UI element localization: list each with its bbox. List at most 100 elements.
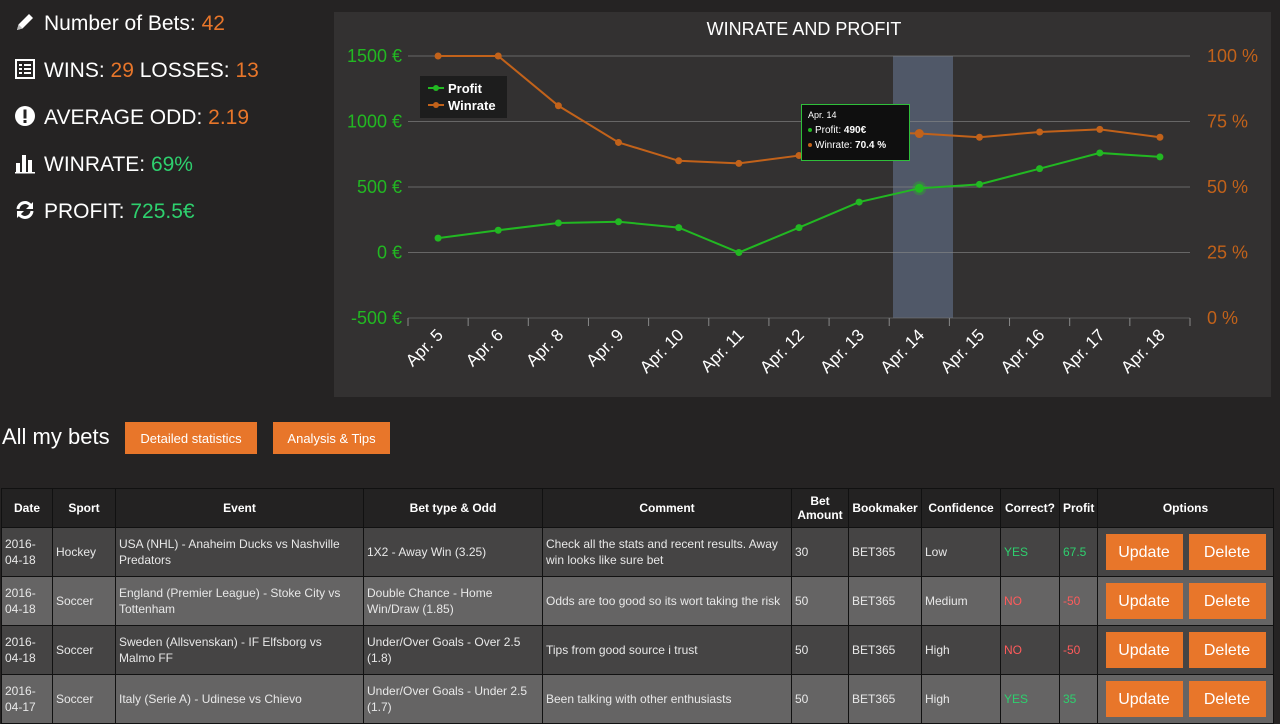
wins-label: WINS: bbox=[44, 59, 105, 82]
winrate-line bbox=[438, 55, 1161, 165]
legend-label-winrate: Winrate bbox=[448, 98, 496, 113]
update-button[interactable]: Update bbox=[1105, 681, 1183, 717]
table-row: 2016- 04-18 Soccer Sweden (Allsvenskan) -… bbox=[1, 625, 1274, 675]
x-tick-label: Apr. 10 bbox=[636, 325, 688, 377]
update-button[interactable]: Update bbox=[1105, 583, 1183, 619]
header-bet-amount[interactable]: Bet Amount bbox=[791, 488, 849, 528]
cell-correct: YES bbox=[1000, 527, 1060, 577]
delete-button[interactable]: Delete bbox=[1188, 534, 1266, 570]
header-profit[interactable]: Profit bbox=[1059, 488, 1098, 528]
cell-sport: Soccer bbox=[52, 674, 116, 724]
winrate-point bbox=[434, 52, 442, 60]
legend-item-profit[interactable]: Profit bbox=[428, 80, 482, 97]
chart-legend: Profit Winrate bbox=[420, 76, 507, 118]
update-button[interactable]: Update bbox=[1105, 534, 1183, 570]
cell-event: England (Premier League) - Stoke City vs… bbox=[115, 576, 364, 626]
table-row: 2016- 04-18 Soccer England (Premier Leagu… bbox=[1, 576, 1274, 626]
chart-tooltip: Apr. 14 Profit: 490€ Winrate: 70.4 % bbox=[801, 104, 910, 161]
odd-label: AVERAGE ODD: bbox=[44, 106, 203, 129]
header-sport[interactable]: Sport bbox=[52, 488, 116, 528]
cell-sport: Soccer bbox=[52, 625, 116, 675]
profit-point bbox=[795, 224, 803, 232]
y-right-tick-label: 25 % bbox=[1207, 243, 1248, 263]
stat-wins-losses: WINS: 29 LOSSES: 13 bbox=[14, 55, 259, 87]
winrate-profit-chart: WINRATE AND PROFIT 1500 € 1000 € 500 € 0 € -… bbox=[334, 12, 1271, 397]
winrate-point bbox=[1156, 133, 1164, 141]
winrate-point bbox=[1096, 125, 1104, 133]
legend-item-winrate[interactable]: Winrate bbox=[428, 97, 496, 114]
y-left-tick-label: 1000 € bbox=[347, 112, 402, 132]
losses-label: LOSSES: bbox=[139, 59, 230, 82]
header-correct[interactable]: Correct? bbox=[1000, 488, 1060, 528]
cell-date: 2016- 04-18 bbox=[1, 527, 53, 577]
cell-date: 2016- 04-18 bbox=[1, 576, 53, 626]
cell-confidence: High bbox=[921, 625, 1001, 675]
cell-options: Update Delete bbox=[1097, 576, 1274, 626]
profit-point bbox=[494, 226, 502, 234]
header-options: Options bbox=[1097, 488, 1274, 528]
cell-correct: YES bbox=[1000, 674, 1060, 724]
tooltip-title: Apr. 14 bbox=[808, 110, 837, 120]
cell-comment: Tips from good source i trust bbox=[542, 625, 792, 675]
winrate-point bbox=[615, 138, 623, 146]
profit-point bbox=[1156, 153, 1164, 161]
x-tick-label: Apr. 9 bbox=[583, 325, 628, 370]
y-right-tick-label: 100 % bbox=[1207, 46, 1258, 66]
winrate-label: WINRATE: bbox=[44, 153, 146, 176]
cell-amount: 50 bbox=[791, 576, 849, 626]
cell-profit: -50 bbox=[1059, 576, 1098, 626]
cell-confidence: Medium bbox=[921, 576, 1001, 626]
header-event[interactable]: Event bbox=[115, 488, 364, 528]
refresh-icon bbox=[14, 199, 36, 221]
cell-bet-type: 1X2 - Away Win (3.25) bbox=[363, 527, 543, 577]
x-tick-label: Apr. 18 bbox=[1117, 325, 1169, 377]
header-comment[interactable]: Comment bbox=[542, 488, 792, 528]
chart-svg: WINRATE AND PROFIT 1500 € 1000 € 500 € 0 € -… bbox=[347, 19, 1258, 377]
winrate-point bbox=[795, 152, 803, 160]
y-right-tick-label: 75 % bbox=[1207, 112, 1248, 132]
update-button[interactable]: Update bbox=[1105, 632, 1183, 668]
bets-label: Number of Bets: bbox=[44, 12, 196, 35]
wins-value: 29 bbox=[110, 59, 134, 82]
y-left-tick-label: 0 € bbox=[377, 243, 402, 263]
stat-winrate: WINRATE: 69% bbox=[14, 149, 193, 181]
header-confidence[interactable]: Confidence bbox=[921, 488, 1001, 528]
profit-point bbox=[554, 219, 562, 227]
cell-correct: NO bbox=[1000, 625, 1060, 675]
header-bet-type[interactable]: Bet type & Odd bbox=[363, 488, 543, 528]
pencil-icon bbox=[14, 11, 36, 33]
cell-comment: Check all the stats and recent results. … bbox=[542, 527, 792, 577]
x-tick-label: Apr. 17 bbox=[1057, 325, 1109, 377]
profit-line bbox=[437, 151, 1160, 254]
winrate-point bbox=[914, 129, 924, 139]
winrate-point bbox=[975, 133, 983, 141]
cell-options: Update Delete bbox=[1097, 674, 1274, 724]
cell-date: 2016- 04-18 bbox=[1, 625, 53, 675]
delete-button[interactable]: Delete bbox=[1188, 681, 1266, 717]
cell-date: 2016- 04-17 bbox=[1, 674, 53, 724]
cell-profit: 67.5 bbox=[1059, 527, 1098, 577]
header-bookmaker[interactable]: Bookmaker bbox=[848, 488, 922, 528]
cell-profit: -50 bbox=[1059, 625, 1098, 675]
delete-button[interactable]: Delete bbox=[1188, 583, 1266, 619]
bar-chart-icon bbox=[14, 152, 36, 174]
cell-comment: Been talking with other enthusiasts bbox=[542, 674, 792, 724]
y-right-tick-label: 0 % bbox=[1207, 308, 1238, 328]
tooltip-winrate: Winrate: 70.4 % bbox=[808, 140, 886, 151]
header-date[interactable]: Date bbox=[1, 488, 53, 528]
x-tick-label: Apr. 6 bbox=[462, 325, 507, 370]
profit-label: PROFIT: bbox=[44, 200, 125, 223]
exclamation-icon bbox=[14, 105, 36, 127]
cell-bookmaker: BET365 bbox=[848, 527, 922, 577]
analysis-tips-button[interactable]: Analysis & Tips bbox=[273, 422, 390, 454]
delete-button[interactable]: Delete bbox=[1188, 632, 1266, 668]
detailed-statistics-button[interactable]: Detailed statistics bbox=[125, 422, 257, 454]
x-tick-label: Apr. 8 bbox=[522, 325, 567, 370]
table-header-row: Date Sport Event Bet type & Odd Comment … bbox=[1, 488, 1274, 528]
y-right-tick-label: 50 % bbox=[1207, 177, 1248, 197]
profit-point bbox=[855, 198, 863, 206]
cell-correct: NO bbox=[1000, 576, 1060, 626]
cell-event: Sweden (Allsvenskan) - IF Elfsborg vs Ma… bbox=[115, 625, 364, 675]
cell-profit: 35 bbox=[1059, 674, 1098, 724]
cell-confidence: High bbox=[921, 674, 1001, 724]
